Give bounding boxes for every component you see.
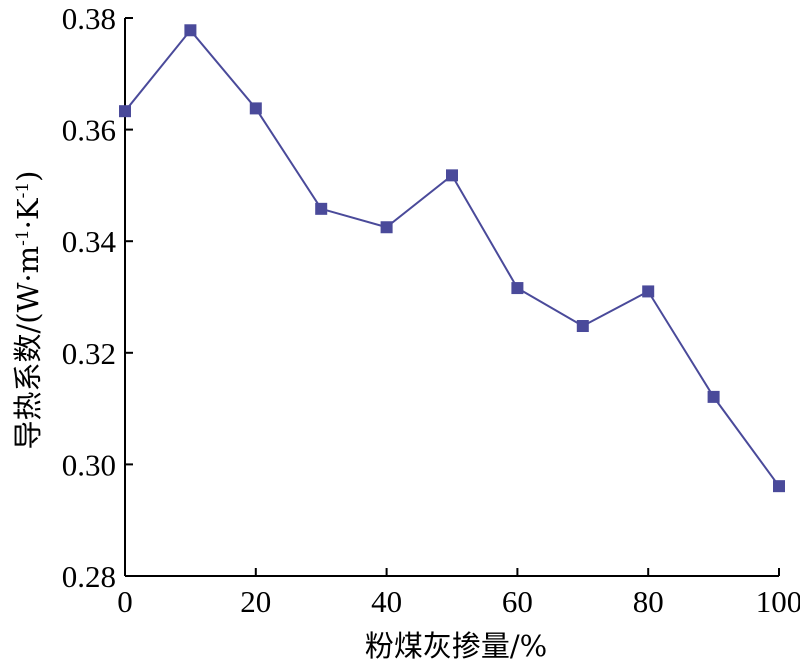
x-tick-label: 80 bbox=[633, 584, 664, 619]
data-point bbox=[380, 221, 393, 234]
y-tick-label: 0.34 bbox=[62, 224, 117, 259]
data-point bbox=[315, 202, 328, 215]
data-point bbox=[642, 285, 655, 298]
data-point bbox=[707, 390, 720, 403]
series-line bbox=[124, 28, 780, 487]
x-tick-label: 40 bbox=[371, 584, 402, 619]
y-axis-ticks: 0.28 0.30 0.32 0.34 0.36 0.38 bbox=[62, 1, 133, 594]
y-tick-label: 0.32 bbox=[62, 336, 116, 371]
y-axis-title-sup-1: -1 bbox=[13, 229, 33, 246]
data-point bbox=[511, 282, 524, 295]
data-point bbox=[773, 480, 785, 493]
y-axis-title-end: ) bbox=[11, 171, 45, 182]
data-point bbox=[446, 169, 458, 182]
y-tick-label: 0.36 bbox=[62, 113, 116, 148]
y-axis-title-sup-2: -1 bbox=[13, 182, 33, 199]
y-axis-title: 导热系数/(W·m-1·K-1) bbox=[11, 171, 45, 450]
y-axis-title-main: 导热系数/(W·m bbox=[11, 246, 45, 450]
data-point bbox=[249, 102, 262, 115]
y-tick-label: 0.28 bbox=[62, 559, 116, 594]
x-tick-label: 100 bbox=[756, 584, 800, 619]
plot-area bbox=[119, 24, 785, 493]
y-tick-label: 0.30 bbox=[62, 447, 116, 482]
axes bbox=[124, 18, 779, 577]
x-axis-ticks: 0 20 40 60 80 100 bbox=[117, 568, 800, 619]
x-tick-label: 0 bbox=[117, 584, 133, 619]
x-tick-label: 60 bbox=[502, 584, 533, 619]
data-point bbox=[576, 320, 589, 333]
x-axis-title: 粉煤灰掺量/% bbox=[365, 629, 547, 663]
y-axis-title-mid: ·K bbox=[11, 197, 45, 229]
data-point bbox=[119, 105, 131, 118]
y-tick-label: 0.38 bbox=[62, 1, 116, 36]
x-tick-label: 20 bbox=[240, 584, 271, 619]
data-point bbox=[184, 24, 197, 37]
